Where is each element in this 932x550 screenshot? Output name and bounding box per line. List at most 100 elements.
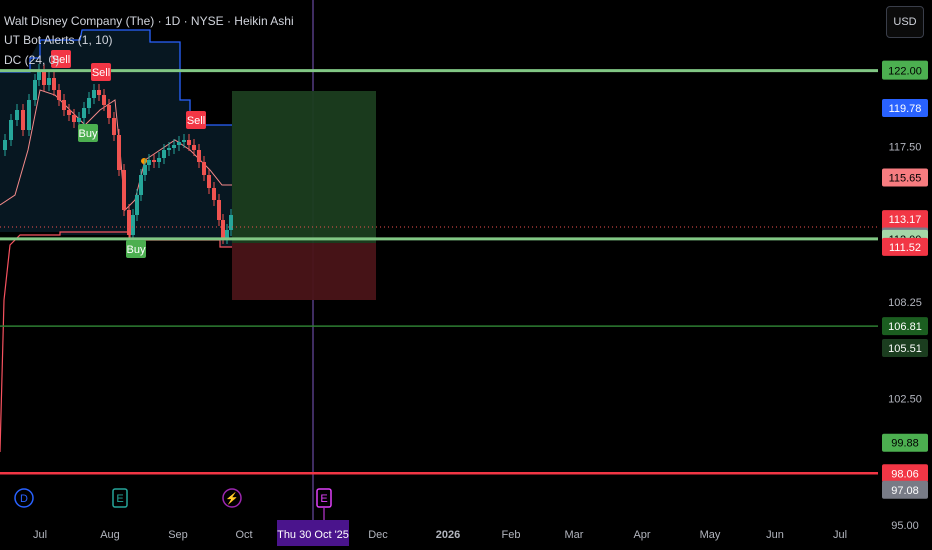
candle <box>15 104 19 126</box>
candle <box>177 136 181 151</box>
svg-text:99.88: 99.88 <box>891 438 919 450</box>
candle <box>102 89 106 111</box>
svg-text:Sell: Sell <box>187 115 205 127</box>
svg-text:Buy: Buy <box>79 128 98 140</box>
svg-text:97.08: 97.08 <box>891 485 919 497</box>
event-dividend-icon[interactable]: D <box>14 488 34 508</box>
signals-group: Sell Sell Buy Sell Buy <box>51 50 206 258</box>
candle <box>47 72 51 91</box>
candle <box>122 164 126 216</box>
time-tick: Feb <box>502 529 521 541</box>
price-label: 99.88 <box>882 433 928 452</box>
svg-text:98.06: 98.06 <box>891 468 919 480</box>
svg-text:Buy: Buy <box>127 244 146 256</box>
candle <box>27 94 31 136</box>
candle <box>192 139 196 156</box>
svg-text:E: E <box>116 493 123 505</box>
svg-text:Sell: Sell <box>52 54 70 66</box>
price-label: 105.51 <box>882 338 928 357</box>
candles-group <box>3 64 233 244</box>
candle <box>42 64 46 91</box>
candle <box>217 194 221 226</box>
donchian-upper-line <box>0 29 232 126</box>
price-label: 97.08 <box>882 480 928 499</box>
svg-text:106.81: 106.81 <box>888 321 922 333</box>
price-label: 111.52 <box>882 237 928 256</box>
horizontal-lines[interactable] <box>0 69 878 475</box>
donchian-lower-line <box>0 231 232 453</box>
events-row[interactable]: D E ⚡ E <box>14 488 332 520</box>
signal-buy: Buy <box>126 240 146 258</box>
candle <box>212 182 216 206</box>
time-tick: Jun <box>766 529 784 541</box>
loss-zone[interactable] <box>232 243 376 300</box>
candle <box>202 156 206 181</box>
candle <box>152 154 156 168</box>
candle <box>197 144 201 168</box>
candle <box>37 64 41 86</box>
price-axis-background[interactable] <box>878 0 932 520</box>
price-label: 115.65 <box>882 168 928 187</box>
candle <box>117 129 121 176</box>
price-tick: 102.50 <box>888 394 922 406</box>
currency-button[interactable]: USD <box>886 6 924 38</box>
candle <box>52 72 56 96</box>
candle <box>187 134 191 151</box>
long-position-tool[interactable] <box>232 91 376 300</box>
candle <box>207 169 211 194</box>
event-earnings-icon[interactable]: E <box>112 488 128 508</box>
svg-text:122.00: 122.00 <box>888 66 922 78</box>
candle <box>92 84 96 104</box>
candle <box>57 84 61 106</box>
time-tick: 2026 <box>436 529 460 541</box>
candle <box>147 154 151 171</box>
donchian-fill <box>0 30 232 247</box>
svg-text:111.52: 111.52 <box>889 242 921 254</box>
candle <box>162 144 166 164</box>
time-tick: Dec <box>368 529 388 541</box>
candle <box>67 104 71 121</box>
time-axis-ticks: Jul Aug Sep Oct Thu 30 Oct '25 Dec 2026 Feb Mar A… <box>33 520 847 546</box>
profit-zone[interactable] <box>232 91 376 243</box>
event-earnings-upcoming-icon[interactable]: E <box>316 488 332 508</box>
svg-text:Sell: Sell <box>92 67 110 79</box>
time-tick: Sep <box>168 529 188 541</box>
signal-buy: Buy <box>78 124 98 142</box>
svg-text:113.17: 113.17 <box>889 214 922 226</box>
candle <box>172 139 176 154</box>
signal-dot <box>141 158 147 164</box>
time-axis-background[interactable] <box>0 520 878 550</box>
indicator-donchian[interactable]: DC (24, 0) <box>4 53 60 67</box>
svg-text:D: D <box>20 493 28 505</box>
candle <box>9 114 13 146</box>
crosshair-date-label: Thu 30 Oct '25 <box>277 520 349 546</box>
candle <box>3 134 7 156</box>
indicator-ut-bot[interactable]: UT Bot Alerts (1, 10) <box>4 33 113 47</box>
time-tick: Jul <box>833 529 847 541</box>
price-tick: 108.25 <box>888 297 922 309</box>
candle <box>87 92 91 114</box>
candle <box>167 142 171 156</box>
price-label: 122.00 <box>882 61 928 80</box>
time-tick: Mar <box>565 529 584 541</box>
candle <box>97 84 101 101</box>
signal-sell: Sell <box>91 63 111 81</box>
candle <box>112 112 116 141</box>
svg-text:Thu 30 Oct '25: Thu 30 Oct '25 <box>277 529 349 541</box>
candle <box>225 224 229 244</box>
time-tick: Jul <box>33 529 47 541</box>
event-split-icon[interactable]: ⚡ <box>222 488 242 508</box>
chart-title: Walt Disney Company (The) · 1D · NYSE · … <box>4 14 294 28</box>
time-tick: Oct <box>235 529 252 541</box>
candle <box>62 94 66 116</box>
time-tick: Apr <box>633 529 650 541</box>
svg-text:105.51: 105.51 <box>888 343 922 355</box>
candle <box>157 152 161 168</box>
svg-text:115.65: 115.65 <box>889 172 922 184</box>
price-label: 98.06 <box>882 464 928 483</box>
price-labels: 122.06122.00119.78115.65113.1702:42:5511… <box>882 60 928 499</box>
candle <box>21 104 25 136</box>
signal-sell: Sell <box>186 111 206 129</box>
candle <box>131 209 135 241</box>
